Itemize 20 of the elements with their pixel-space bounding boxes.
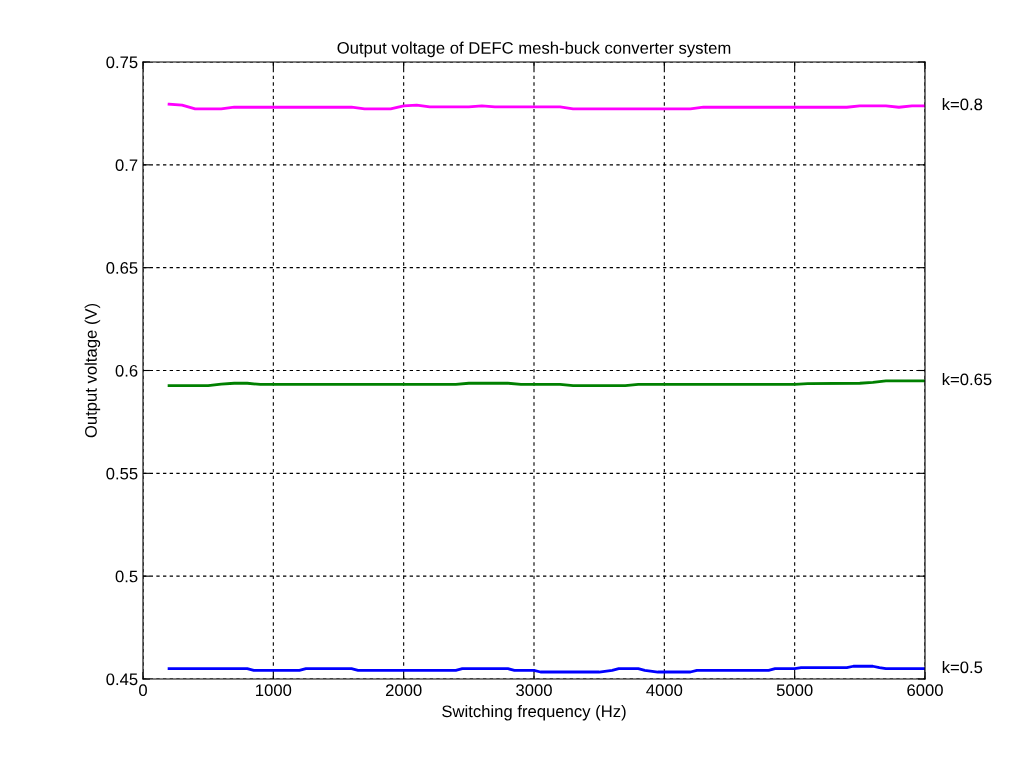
y-tick-label: 0.65 (106, 262, 138, 274)
x-tick-label: 4000 (646, 684, 683, 697)
x-tick-label: 2000 (385, 684, 422, 697)
chart-title: Output voltage of DEFC mesh-buck converter system (337, 41, 731, 58)
y-tick-label: 0.75 (106, 56, 138, 69)
series-label: k=0.5 (942, 660, 983, 674)
y-tick-label: 0.7 (115, 159, 138, 172)
series-label: k=0.65 (942, 373, 992, 386)
x-tick-label: 3000 (516, 684, 552, 697)
y-tick-label: 0.6 (115, 364, 138, 377)
x-tick-label: 1000 (256, 684, 292, 697)
y-tick-label: 0.45 (106, 673, 138, 686)
y-axis-title: Output voltage (V) (84, 303, 101, 438)
y-tick-label: 0.55 (106, 467, 138, 480)
y-tick-label: 0.5 (115, 570, 138, 583)
x-tick-label: 6000 (907, 684, 943, 697)
x-axis-title: Switching frequency (Hz) (442, 704, 626, 721)
series-label: k=0.8 (942, 98, 983, 111)
x-tick-label: 0 (139, 684, 147, 697)
x-tick-label: 5000 (776, 684, 813, 697)
